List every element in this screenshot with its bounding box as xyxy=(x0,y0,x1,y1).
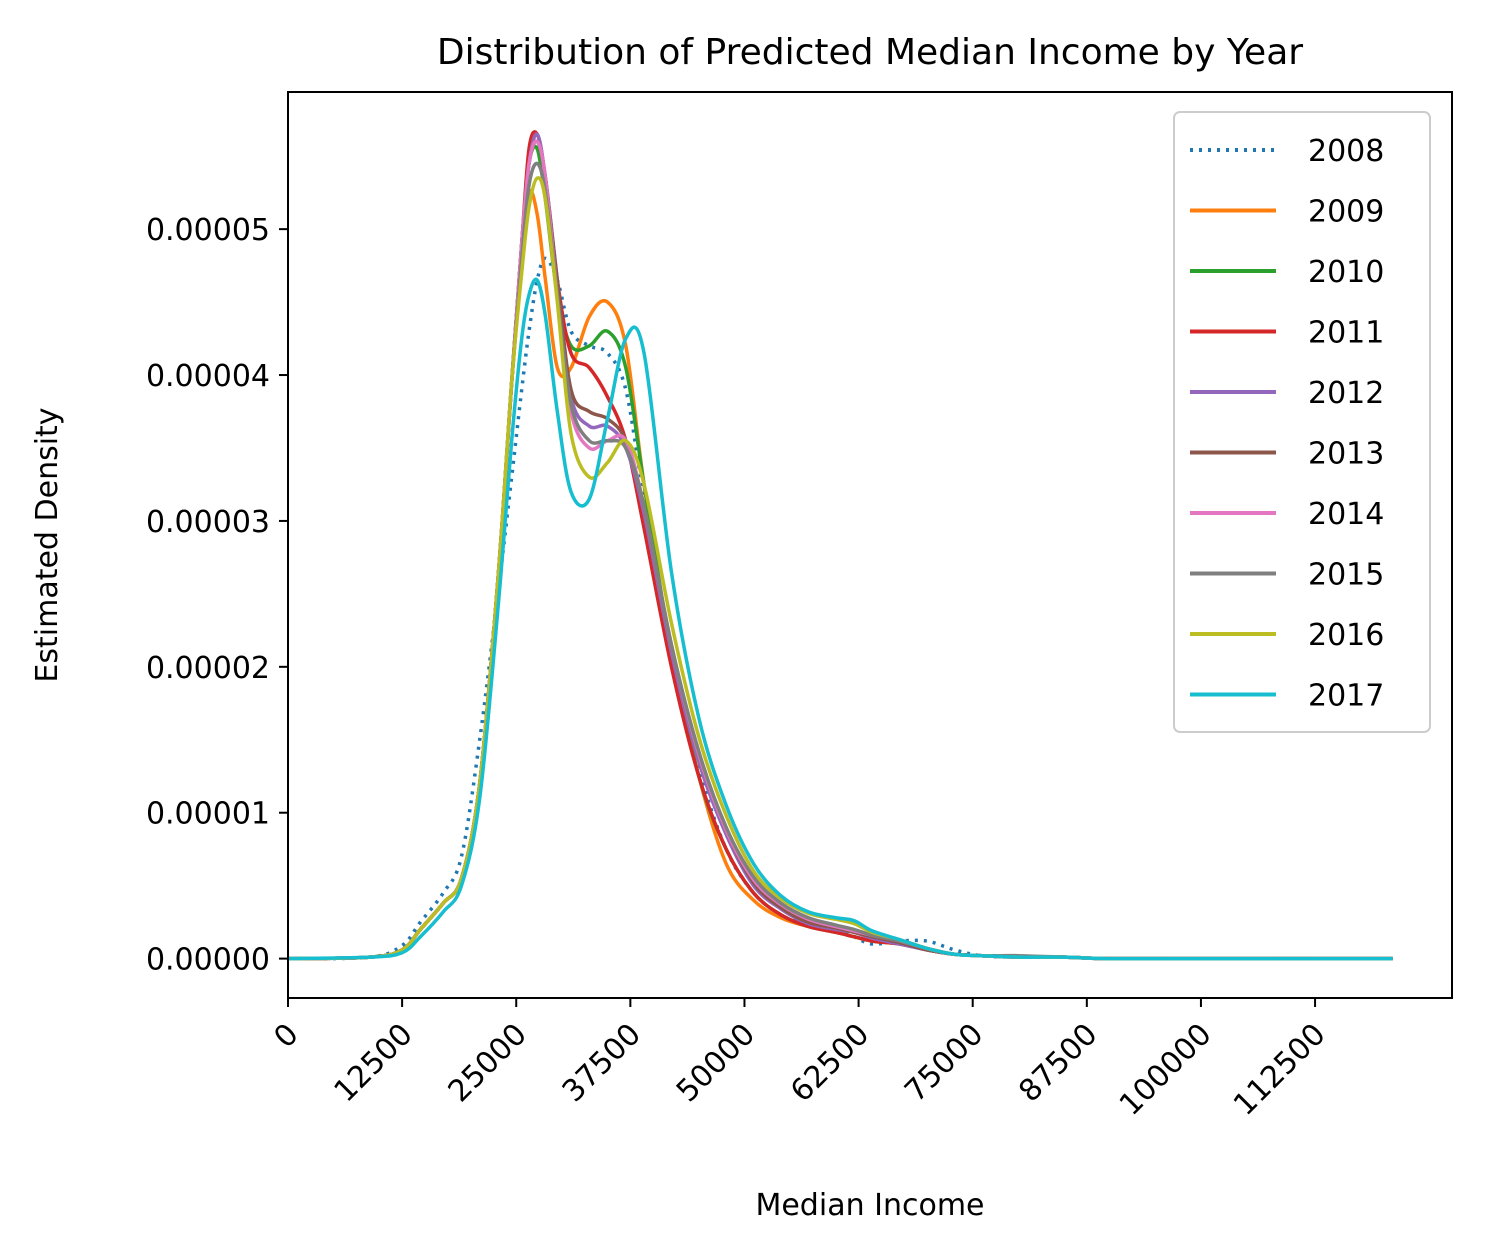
legend-label-2014: 2014 xyxy=(1308,497,1384,532)
x-tick-label: 100000 xyxy=(1113,1017,1219,1123)
y-axis-label: Estimated Density xyxy=(30,407,65,682)
x-tick-label: 37500 xyxy=(556,1017,648,1109)
y-tick-label: 0.00001 xyxy=(146,797,270,832)
legend-label-2010: 2010 xyxy=(1308,255,1384,290)
y-tick-label: 0.00003 xyxy=(146,505,270,540)
plot-lines xyxy=(287,130,1393,961)
legend-box xyxy=(1173,111,1431,733)
legend-label-2011: 2011 xyxy=(1308,316,1384,351)
series-line-2017 xyxy=(287,277,1393,961)
y-axis-ticks: 0.00000 0.00001 0.00002 0.00003 0.00004 0.000… xyxy=(146,213,288,978)
legend-label-2015: 2015 xyxy=(1308,558,1384,593)
y-tick-label: 0.00002 xyxy=(146,651,270,686)
legend-label-2009: 2009 xyxy=(1308,195,1384,230)
plot-frame xyxy=(287,91,1453,999)
y-tick-label: 0.00005 xyxy=(146,213,270,248)
legend: 2008 2009 2010 2011 2012 2013 2014 2015 2016 2017 xyxy=(1173,111,1431,733)
x-tick-label: 0 xyxy=(267,1017,305,1055)
legend-label-2012: 2012 xyxy=(1308,376,1384,411)
x-tick-label: 87500 xyxy=(1012,1017,1104,1109)
x-tick-label: 50000 xyxy=(670,1017,762,1109)
legend-label-2013: 2013 xyxy=(1308,437,1384,472)
x-tick-label: 25000 xyxy=(442,1017,534,1109)
x-tick-label: 62500 xyxy=(784,1017,876,1109)
legend-label-2008: 2008 xyxy=(1308,134,1384,169)
x-tick-label: 112500 xyxy=(1227,1017,1333,1123)
y-tick-label: 0.00004 xyxy=(146,359,270,394)
x-tick-label: 12500 xyxy=(328,1017,420,1109)
x-axis-label: Median Income xyxy=(755,1188,984,1223)
legend-label-2017: 2017 xyxy=(1308,679,1384,714)
legend-label-2016: 2016 xyxy=(1308,618,1384,653)
x-axis-ticks: 0 12500 25000 37500 50000 62500 75000 87500 1000… xyxy=(267,998,1333,1123)
y-tick-label: 0.00000 xyxy=(146,943,270,978)
chart-title: Distribution of Predicted Median Income … xyxy=(437,32,1303,73)
x-tick-label: 75000 xyxy=(898,1017,990,1109)
